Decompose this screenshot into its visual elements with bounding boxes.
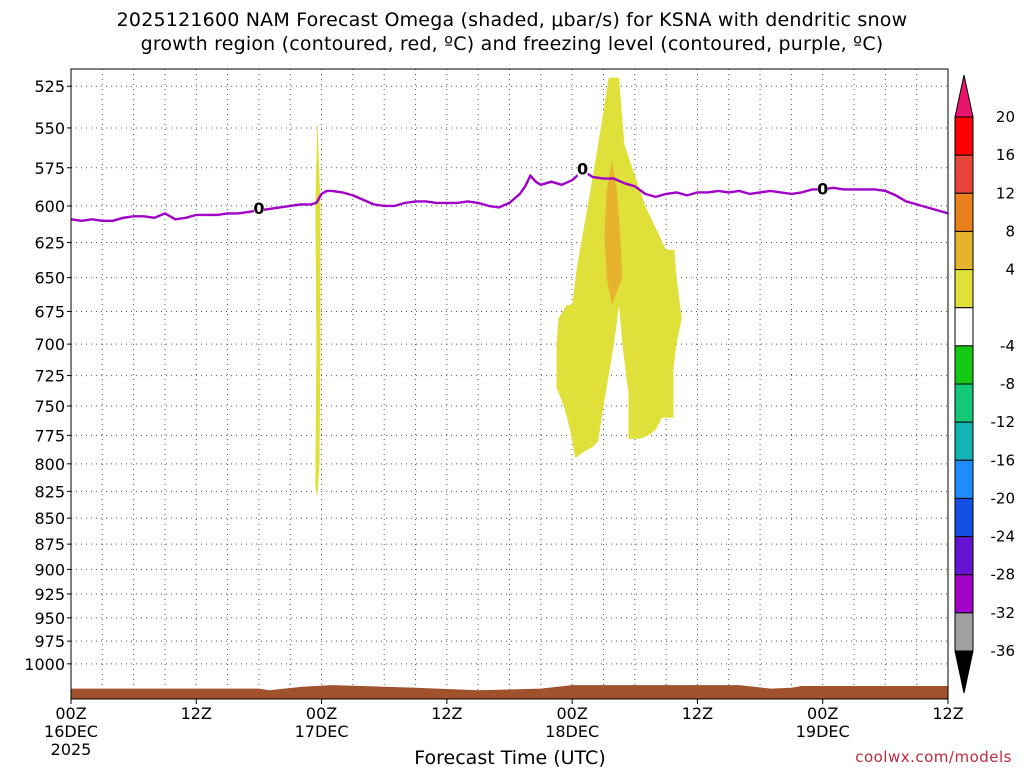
y-tick-label: 650 bbox=[34, 269, 65, 288]
y-tick-label: 775 bbox=[34, 426, 65, 445]
y-tick-label: 900 bbox=[34, 560, 65, 579]
y-tick-label: 525 bbox=[34, 77, 65, 96]
colorbar-segment bbox=[954, 421, 974, 461]
contour-label: 0 bbox=[817, 179, 828, 198]
y-tick-label: 925 bbox=[34, 585, 65, 604]
x-tick-label: 12Z bbox=[431, 704, 462, 723]
chart-title: 2025121600 NAM Forecast Omega (shaded, μ… bbox=[0, 8, 1024, 56]
ground-band bbox=[71, 685, 948, 699]
x-tick-label: 18DEC bbox=[545, 722, 599, 741]
title-line-2: growth region (contoured, red, ºC) and f… bbox=[140, 33, 884, 55]
colorbar-label: -36 bbox=[991, 642, 1016, 660]
freezing-level-contours: 0 0 0 bbox=[71, 159, 948, 222]
colorbar-segment bbox=[954, 154, 974, 194]
colorbar-label: -20 bbox=[991, 489, 1016, 507]
colorbar-top-arrow bbox=[954, 74, 974, 118]
colorbar-segment bbox=[954, 192, 974, 232]
y-tick-label: 550 bbox=[34, 119, 65, 138]
contour-label-bg bbox=[817, 181, 828, 197]
colorbar-segment bbox=[954, 307, 974, 347]
x-tick-label: 00Z bbox=[807, 704, 838, 723]
contour-label: 0 bbox=[253, 199, 264, 218]
colorbar-label: -24 bbox=[991, 528, 1016, 546]
x-tick-label: 00Z bbox=[556, 704, 587, 723]
colorbar-label: -28 bbox=[991, 566, 1016, 584]
x-axis-label: Forecast Time (UTC) bbox=[414, 747, 605, 768]
y-tick-label: 1000 bbox=[24, 655, 65, 674]
y-tick-label: 800 bbox=[34, 455, 65, 474]
x-tick-label: 19DEC bbox=[796, 722, 850, 741]
colorbar: 20 16 12 8 4 -4 -8 -12 -16 -20 -24 -28 -32 -36 bbox=[954, 74, 1016, 694]
y-tick-label: 750 bbox=[34, 397, 65, 416]
y-tick-label: 725 bbox=[34, 367, 65, 386]
y-tick-label: 675 bbox=[34, 303, 65, 322]
colorbar-label: -32 bbox=[991, 604, 1016, 622]
colorbar-label: -12 bbox=[991, 413, 1016, 431]
plot-frame bbox=[70, 68, 949, 700]
colorbar-label: 20 bbox=[996, 108, 1015, 126]
y-tick-label: 950 bbox=[34, 609, 65, 628]
colorbar-label: -8 bbox=[1000, 375, 1015, 393]
colorbar-segment bbox=[954, 345, 974, 385]
colorbar-label: 16 bbox=[996, 146, 1015, 164]
y-axis-ticks: 525 550 575 600 625 650 675 700 725 750 775 800 825 8… bbox=[24, 77, 71, 674]
colorbar-label: 12 bbox=[996, 184, 1015, 202]
ground-surface bbox=[71, 685, 948, 699]
colorbar-label: -16 bbox=[991, 451, 1016, 469]
y-tick-label: 625 bbox=[34, 234, 65, 253]
x-tick-label: 00Z bbox=[55, 704, 86, 723]
colorbar-bottom-arrow bbox=[954, 650, 974, 694]
y-tick-label: 700 bbox=[34, 335, 65, 354]
y-tick-label: 825 bbox=[34, 482, 65, 501]
y-tick-label: 975 bbox=[34, 632, 65, 651]
credit-text: coolwx.com/models bbox=[855, 748, 1012, 766]
grid-lines bbox=[71, 69, 948, 699]
x-tick-label: 17DEC bbox=[295, 722, 349, 741]
y-tick-label: 600 bbox=[34, 197, 65, 216]
y-tick-label: 575 bbox=[34, 159, 65, 178]
colorbar-label: 4 bbox=[1005, 261, 1015, 279]
colorbar-label: -4 bbox=[1000, 337, 1015, 355]
colorbar-segment bbox=[954, 383, 974, 423]
freezing-level-line bbox=[71, 169, 948, 222]
contour-label-bg bbox=[577, 161, 588, 177]
colorbar-segment bbox=[954, 574, 974, 614]
x-tick-label: 12Z bbox=[181, 704, 212, 723]
y-tick-label: 875 bbox=[34, 535, 65, 554]
contour-label-bg bbox=[253, 200, 264, 216]
x-tick-label: 00Z bbox=[306, 704, 337, 723]
omega-region bbox=[315, 119, 321, 497]
x-tick-label: 2025 bbox=[51, 740, 92, 759]
x-tick-label: 12Z bbox=[932, 704, 963, 723]
title-line-1: 2025121600 NAM Forecast Omega (shaded, μ… bbox=[116, 9, 908, 31]
colorbar-segment bbox=[954, 536, 974, 576]
colorbar-segment bbox=[954, 497, 974, 538]
colorbar-label: 8 bbox=[1005, 222, 1015, 240]
colorbar-segment bbox=[954, 459, 974, 499]
colorbar-segment bbox=[954, 116, 974, 156]
y-tick-label: 850 bbox=[34, 509, 65, 528]
x-tick-label: 16DEC bbox=[44, 722, 98, 741]
contour-label: 0 bbox=[577, 159, 588, 178]
colorbar-segment bbox=[954, 612, 974, 652]
omega-region bbox=[604, 160, 623, 305]
colorbar-segment bbox=[954, 230, 974, 271]
x-tick-label: 12Z bbox=[682, 704, 713, 723]
omega-shading bbox=[315, 77, 682, 497]
colorbar-segment bbox=[954, 269, 974, 309]
